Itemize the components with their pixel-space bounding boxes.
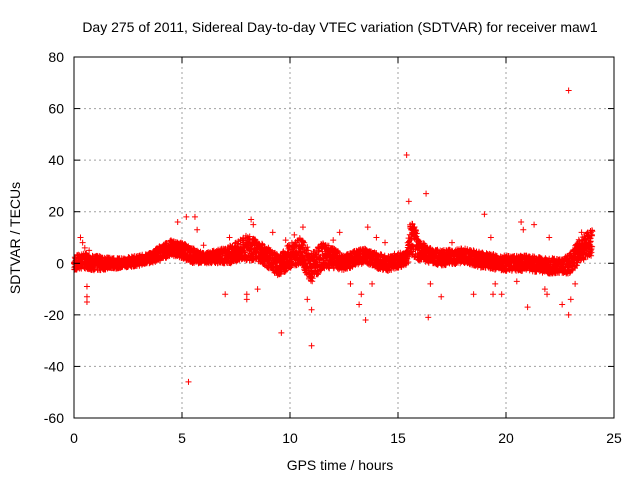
outlier-point bbox=[382, 239, 389, 246]
outlier-point bbox=[567, 296, 574, 303]
x-tick-label: 20 bbox=[498, 430, 514, 446]
outlier-point bbox=[364, 224, 371, 231]
outlier-point bbox=[291, 231, 298, 238]
outlier-point bbox=[490, 291, 497, 298]
outlier-point bbox=[254, 286, 261, 293]
outlier-point bbox=[83, 293, 90, 300]
outlier-point bbox=[233, 239, 239, 246]
outlier-point bbox=[470, 291, 477, 298]
outlier-point bbox=[481, 211, 488, 218]
outlier-point bbox=[565, 311, 572, 318]
x-tick-label: 0 bbox=[70, 430, 78, 446]
outlier-point bbox=[356, 301, 363, 308]
axis-ticks bbox=[73, 56, 615, 419]
x-tick-label: 15 bbox=[390, 430, 406, 446]
outlier-point bbox=[572, 280, 579, 287]
outlier-point bbox=[492, 280, 499, 287]
outlier-point bbox=[438, 293, 445, 300]
outlier-point bbox=[243, 291, 250, 298]
x-tick-label: 25 bbox=[606, 430, 622, 446]
outlier-point bbox=[250, 221, 257, 228]
y-tick-label: -60 bbox=[44, 410, 64, 426]
outlier-point bbox=[403, 151, 410, 158]
outlier-point bbox=[513, 278, 520, 285]
outlier-point bbox=[449, 239, 455, 246]
y-tick-label: -40 bbox=[44, 358, 64, 374]
outlier-point bbox=[520, 226, 527, 233]
outlier-point bbox=[83, 283, 90, 290]
outlier-point bbox=[336, 229, 343, 236]
outlier-point bbox=[191, 213, 198, 220]
outlier-point bbox=[282, 237, 289, 244]
outlier-point bbox=[427, 280, 434, 287]
outlier-point bbox=[83, 298, 90, 305]
y-tick-label: 20 bbox=[48, 204, 64, 220]
x-axis-label: GPS time / hours bbox=[287, 457, 394, 473]
outlier-point bbox=[425, 314, 432, 321]
outlier-point bbox=[423, 190, 430, 197]
outlier-point bbox=[174, 219, 181, 226]
outlier-point bbox=[524, 304, 531, 311]
outlier-point bbox=[358, 291, 365, 298]
outlier-point bbox=[308, 306, 315, 313]
outlier-point bbox=[405, 198, 412, 205]
outlier-point bbox=[248, 216, 255, 223]
outlier-point bbox=[200, 242, 207, 249]
outlier-point bbox=[79, 239, 86, 246]
outlier-point bbox=[531, 221, 538, 228]
outlier-point bbox=[278, 329, 285, 336]
outlier-point bbox=[243, 296, 250, 303]
outlier-point bbox=[86, 247, 93, 254]
outlier-point bbox=[185, 378, 192, 385]
x-tick-label: 10 bbox=[282, 430, 298, 446]
outlier-point bbox=[269, 229, 276, 236]
y-tick-label: 60 bbox=[48, 101, 64, 117]
outlier-point bbox=[559, 301, 566, 308]
outlier-point bbox=[183, 213, 190, 220]
plot-frame bbox=[73, 56, 615, 419]
outlier-point bbox=[369, 280, 376, 287]
y-tick-label: 40 bbox=[48, 152, 64, 168]
outlier-point bbox=[578, 229, 585, 236]
x-tick-label: 5 bbox=[178, 430, 186, 446]
outlier-point bbox=[373, 234, 380, 241]
outlier-point bbox=[330, 237, 337, 244]
outlier-point bbox=[194, 226, 201, 233]
y-tick-label: 0 bbox=[56, 255, 64, 271]
outlier-point bbox=[498, 291, 505, 298]
outlier-point bbox=[546, 234, 553, 241]
outlier-point bbox=[487, 234, 494, 241]
outlier-point bbox=[81, 244, 88, 251]
chart-title: Day 275 of 2011, Sidereal Day-to-day VTE… bbox=[82, 19, 598, 35]
grid-lines bbox=[74, 57, 614, 418]
outlier-point bbox=[544, 291, 551, 298]
y-axis-label: SDTVAR / TECUs bbox=[7, 182, 23, 294]
outlier-point bbox=[222, 291, 229, 298]
outlier-point bbox=[77, 234, 84, 241]
outlier-point bbox=[304, 296, 311, 303]
outlier-point bbox=[362, 317, 369, 324]
tick-labels: 0 5 10 15 20 25 -60 -40 -20 0 20 40 60 80 bbox=[44, 49, 622, 446]
outlier-point bbox=[565, 87, 572, 94]
outlier-point bbox=[347, 280, 354, 287]
y-tick-label: 80 bbox=[48, 49, 64, 65]
outlier-point bbox=[308, 342, 315, 349]
outlier-point bbox=[518, 219, 525, 226]
y-tick-label: -20 bbox=[44, 307, 64, 323]
outlier-point bbox=[226, 234, 233, 241]
outlier-point bbox=[299, 224, 306, 231]
outlier-point bbox=[541, 286, 548, 293]
